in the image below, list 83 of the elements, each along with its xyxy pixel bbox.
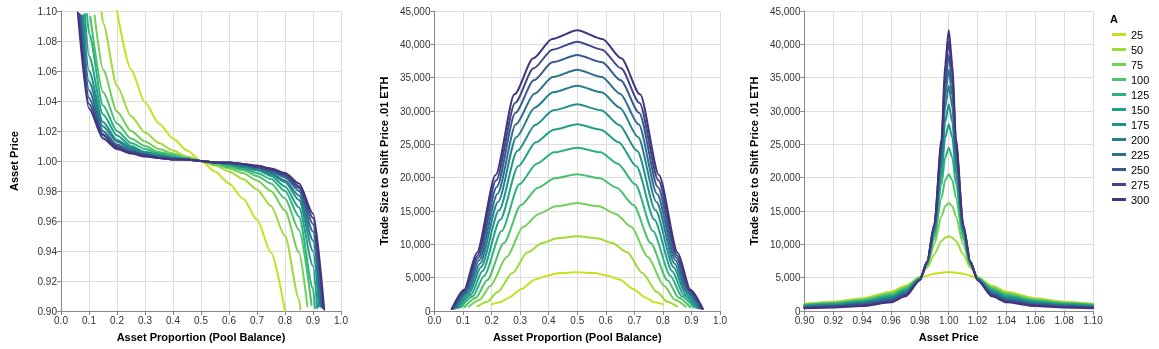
x-tick-label: 0.2 <box>110 314 125 326</box>
x-tick-label: 1.0 <box>713 314 728 326</box>
x-tick-label: 1.10 <box>1083 314 1104 326</box>
legend-label: 150 <box>1131 103 1150 116</box>
y-tick-label: 10,000 <box>769 238 801 250</box>
y-tick-label: 0.98 <box>37 185 58 197</box>
x-axis-title: Asset Price <box>918 330 979 343</box>
legend-label: 50 <box>1131 43 1144 56</box>
y-axis-title: Trade Size to Shift Price .01 ETH <box>747 76 760 246</box>
y-tick-label: 40,000 <box>399 38 431 50</box>
y-tick-label: 0 <box>424 305 431 317</box>
x-axis-title: Asset Proportion (Pool Balance) <box>116 330 286 343</box>
x-tick-label: 1.04 <box>996 314 1017 326</box>
y-tick-label: 30,000 <box>769 105 801 117</box>
legend-label: 300 <box>1131 193 1150 206</box>
y-tick-label: 40,000 <box>769 38 801 50</box>
legend-label: 275 <box>1131 178 1150 191</box>
x-tick-label: 0.0 <box>427 314 442 326</box>
y-axis-title: Asset Price <box>7 131 20 191</box>
x-tick-label: 0.6 <box>222 314 237 326</box>
y-tick-label: 5,000 <box>775 272 801 284</box>
x-tick-label: 0.98 <box>910 314 931 326</box>
y-tick-label: 45,000 <box>399 5 431 17</box>
y-tick-label: 20,000 <box>769 172 801 184</box>
legend-label: 75 <box>1131 58 1144 71</box>
y-tick-label: 45,000 <box>769 5 801 17</box>
x-tick-label: 0.92 <box>823 314 844 326</box>
y-tick-label: 0.90 <box>37 305 58 317</box>
x-axis-title: Asset Proportion (Pool Balance) <box>492 330 662 343</box>
legend-label: 175 <box>1131 118 1150 131</box>
x-tick-label: 0.1 <box>456 314 471 326</box>
legend-label: 225 <box>1131 148 1150 161</box>
x-tick-label: 0.96 <box>881 314 902 326</box>
x-tick-label: 0.2 <box>484 314 499 326</box>
x-tick-label: 0.6 <box>598 314 614 326</box>
x-tick-label: 0.7 <box>250 314 265 326</box>
y-tick-label: 10,000 <box>399 238 431 250</box>
x-tick-label: 1.08 <box>1054 314 1075 326</box>
x-tick-label: 0.1 <box>82 314 97 326</box>
x-tick-label: 0.4 <box>166 314 181 326</box>
y-tick-label: 15,000 <box>769 205 801 217</box>
y-tick-label: 0.96 <box>37 215 58 227</box>
y-tick-label: 15,000 <box>399 205 431 217</box>
x-tick-label: 0.5 <box>570 314 585 326</box>
y-tick-label: 35,000 <box>769 72 801 84</box>
y-tick-label: 30,000 <box>399 105 431 117</box>
x-tick-label: 0.0 <box>54 314 69 326</box>
y-tick-label: 1.06 <box>37 65 58 77</box>
legend-label: 200 <box>1131 133 1150 146</box>
x-tick-label: 0.3 <box>138 314 153 326</box>
x-tick-label: 1.06 <box>1025 314 1046 326</box>
legend-label: 250 <box>1131 163 1150 176</box>
legend-label: 125 <box>1131 88 1150 101</box>
x-tick-label: 0.9 <box>306 314 321 326</box>
x-tick-label: 1.0 <box>334 314 349 326</box>
y-tick-label: 1.02 <box>37 125 58 137</box>
x-tick-label: 0.8 <box>278 314 293 326</box>
y-tick-label: 1.10 <box>37 5 58 17</box>
y-tick-label: 20,000 <box>399 172 431 184</box>
y-tick-label: 1.04 <box>37 95 58 107</box>
x-tick-label: 1.02 <box>967 314 988 326</box>
y-tick-label: 1.08 <box>37 35 58 47</box>
y-tick-label: 1.00 <box>37 155 58 167</box>
x-tick-label: 0.3 <box>513 314 528 326</box>
y-tick-label: 0.94 <box>37 245 58 257</box>
y-tick-label: 0 <box>794 305 801 317</box>
y-tick-label: 5,000 <box>405 272 431 284</box>
x-tick-label: 0.90 <box>794 314 815 326</box>
x-tick-label: 1.00 <box>939 314 959 326</box>
legend-label: 100 <box>1131 73 1150 86</box>
y-tick-label: 35,000 <box>399 72 431 84</box>
x-tick-label: 0.7 <box>627 314 642 326</box>
x-tick-label: 0.5 <box>194 314 209 326</box>
y-axis-title: Trade Size to Shift Price .01 ETH <box>377 76 390 246</box>
x-tick-label: 0.4 <box>541 314 557 326</box>
x-tick-label: 0.94 <box>852 314 873 326</box>
y-tick-label: 0.92 <box>37 275 58 287</box>
legend-title: A <box>1110 12 1118 25</box>
y-tick-label: 25,000 <box>769 138 801 150</box>
legend-label: 25 <box>1131 28 1144 41</box>
x-tick-label: 0.8 <box>655 314 671 326</box>
x-tick-label: 0.9 <box>684 314 699 326</box>
y-tick-label: 25,000 <box>399 138 431 150</box>
